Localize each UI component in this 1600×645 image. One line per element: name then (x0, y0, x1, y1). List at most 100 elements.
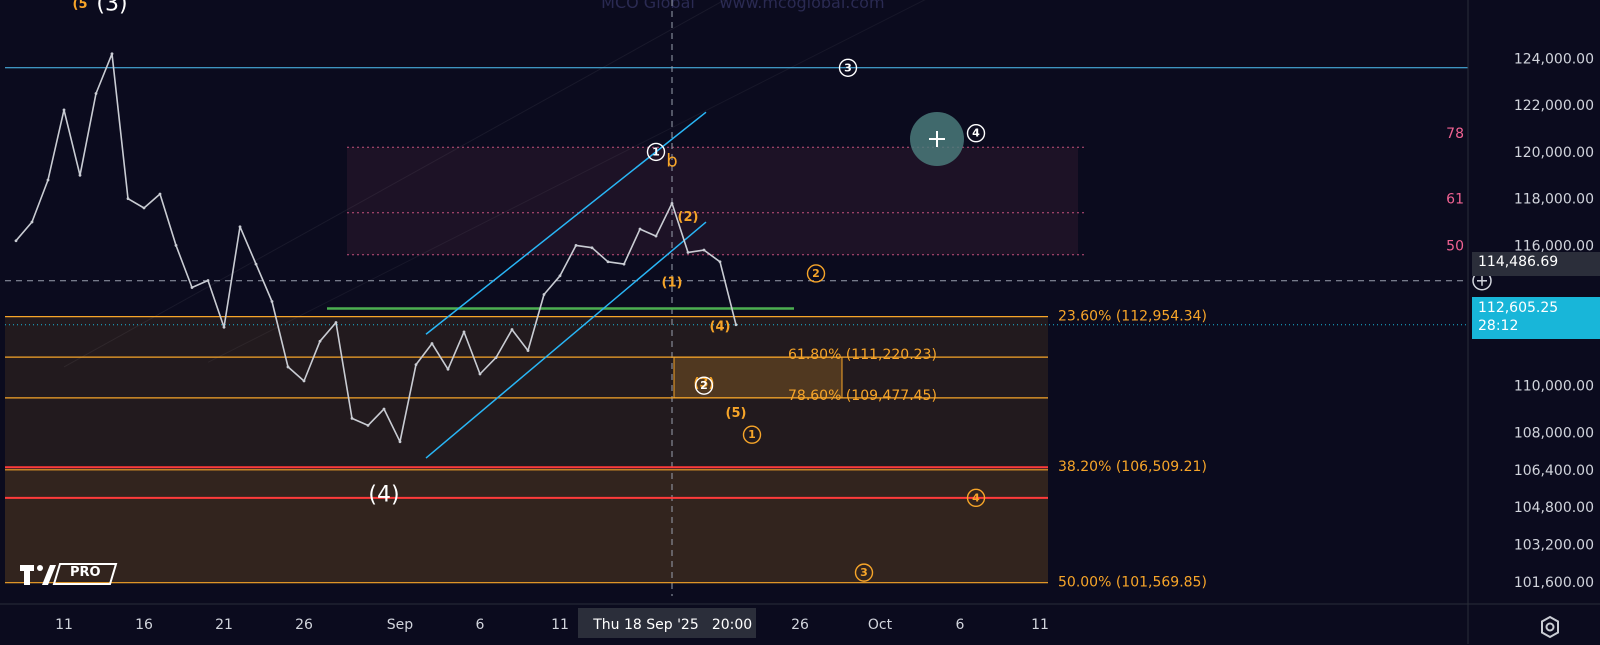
price-point (190, 286, 194, 289)
fib-zone (5, 316, 1048, 583)
wave-label: b (666, 150, 677, 171)
circled-wave-label: 2 (806, 264, 826, 283)
price-point (430, 342, 434, 345)
price-point (606, 260, 610, 264)
circled-wave-number: 2 (812, 267, 820, 280)
zone-label: 61 (1446, 192, 1464, 208)
y-tick-label: 122,000.00 (1514, 98, 1594, 114)
price-point (14, 239, 18, 243)
circled-wave-ring (694, 376, 714, 395)
price-point (174, 244, 178, 247)
annotation-layer: 23.60% (112,954.34) 61.80% (111,220.23) 78… (73, 0, 1465, 591)
y-tick-label: 103,200.00 (1514, 538, 1594, 554)
price-point (734, 323, 738, 327)
x-tick-label: 21 (215, 617, 233, 633)
wave-label: (4) (710, 320, 731, 335)
x-tick-label: 6 (956, 617, 965, 633)
x-tick-label: 26 (791, 617, 809, 633)
price-point (30, 220, 34, 224)
x-tick-label: 11 (551, 617, 569, 633)
circled-wave-ring (966, 124, 986, 143)
circled-wave-ring (806, 264, 826, 283)
pro-badge: PRO (70, 565, 101, 580)
price-point (462, 330, 466, 334)
fib-zone-lower (5, 469, 1048, 583)
circled-wave-label: 1 (646, 142, 666, 162)
price-point (638, 227, 642, 231)
resistance-zone (347, 147, 1078, 255)
crosshair-date-label: Thu 18 Sep '25 (592, 617, 699, 633)
crosshair-price-tag: 114,486.69 (1472, 252, 1600, 276)
circled-wave-label: 3 (854, 563, 874, 582)
x-tick-label: 16 (135, 617, 153, 633)
price-point (542, 293, 546, 296)
last-price-tag: 112,605.25 28:12 (1472, 297, 1600, 339)
tradingview-logo: PRO (18, 561, 118, 587)
circled-wave-label: 4 (966, 124, 986, 143)
circled-wave-ring (742, 425, 762, 444)
price-point (558, 274, 562, 278)
circled-wave-number: 3 (860, 566, 868, 579)
price-series (14, 52, 738, 444)
watermark: MCO Global www.mcoglobal.com (601, 0, 884, 12)
circled-wave-number: 1 (748, 428, 756, 441)
y-tick-label: 116,000.00 (1514, 238, 1594, 254)
channel-upper (425, 111, 707, 335)
price-point (254, 262, 258, 266)
circled-wave-number: 1 (652, 145, 660, 158)
circled-wave-ring (854, 563, 874, 582)
crosshair-time-label: 20:00 (712, 617, 752, 633)
x-tick-label: 11 (55, 617, 73, 633)
price-point (350, 416, 354, 420)
price-point (78, 173, 82, 177)
circled-wave-ring (646, 142, 666, 162)
price-point (590, 246, 594, 250)
price-point (622, 262, 626, 266)
drawing-layer (5, 0, 1468, 596)
x-tick-label: 26 (295, 617, 313, 633)
price-point (270, 300, 274, 303)
time-axis-background (0, 604, 1600, 644)
price-point (366, 423, 370, 427)
price-point (110, 52, 114, 56)
crosshair-price-label: 114,486.69 (1478, 254, 1559, 270)
circled-wave-label: 1 (742, 425, 762, 444)
watermark-name: MCO Global (601, 0, 695, 12)
fib-level-label: 23.60% (112,954.34) (1058, 309, 1207, 325)
circled-wave-label: 3 (838, 58, 858, 77)
zone-label: 78 (1446, 126, 1464, 142)
price-point (222, 325, 226, 329)
y-tick-label: 120,000.00 (1514, 145, 1594, 161)
price-point (142, 206, 146, 210)
x-tick-label: 6 (476, 617, 485, 633)
price-point (654, 234, 658, 238)
crosshair-time-tag (578, 608, 756, 638)
fib-level-label: 38.20% (106,509.21) (1058, 459, 1207, 475)
price-point (414, 363, 418, 367)
price-point (318, 339, 322, 343)
wave-label: (5) (726, 406, 747, 421)
price-point (398, 440, 402, 444)
wave-label: (4) (368, 482, 399, 507)
y-tick-label: 104,800.00 (1514, 500, 1594, 516)
price-point (718, 260, 722, 264)
circled-wave-number: 2 (700, 379, 708, 392)
price-point (334, 321, 338, 324)
price-point (302, 379, 306, 383)
watermark-url: www.mcoglobal.com (719, 0, 884, 12)
wave-label: (2) (678, 210, 699, 225)
x-tick-label: Sep (387, 617, 414, 633)
zone-label: 50 (1446, 238, 1464, 254)
guide-line (207, 0, 926, 363)
price-point (510, 328, 514, 331)
price-point (670, 201, 674, 205)
price-point (526, 349, 530, 352)
y-tick-label: 106,400.00 (1514, 463, 1594, 479)
x-tick-label: Oct (868, 617, 893, 633)
settings-gear-icon[interactable] (1536, 613, 1564, 641)
y-tick-label: 118,000.00 (1514, 192, 1594, 208)
fib-level-label: 78.60% (109,477.45) (788, 388, 937, 404)
guide-line (63, 0, 726, 368)
